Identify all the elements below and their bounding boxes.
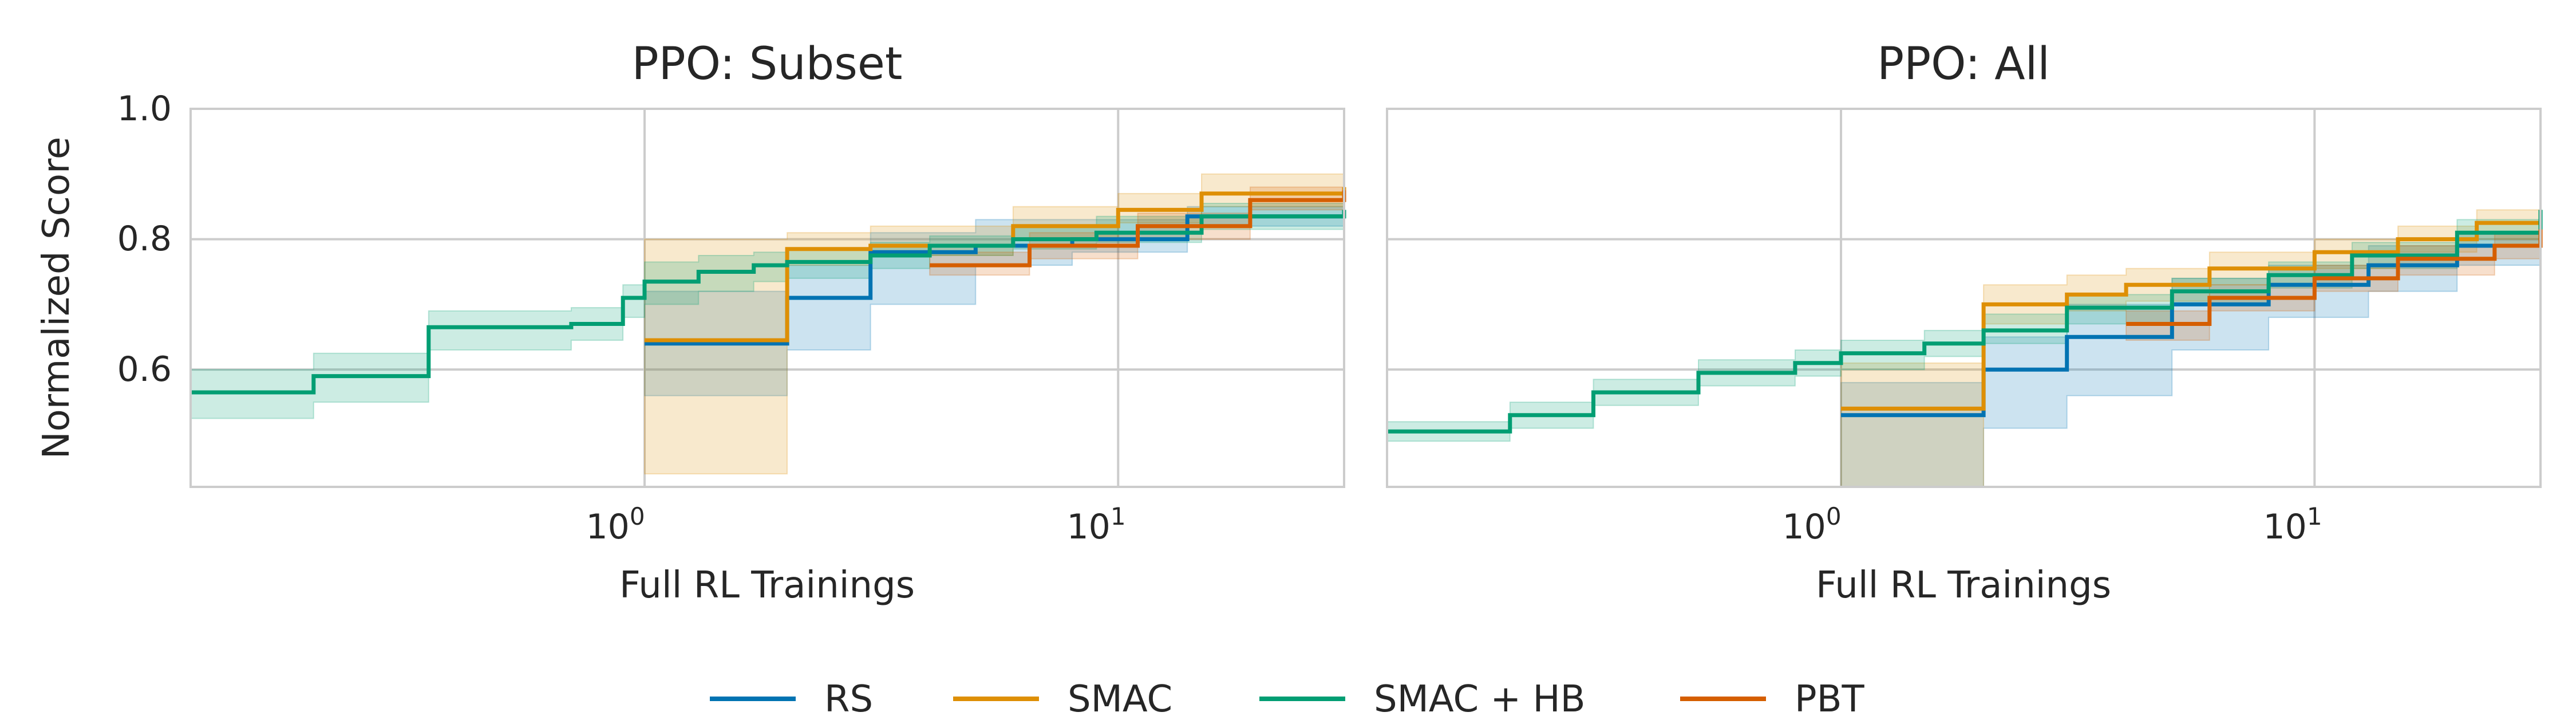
x-tick-10^1-all: 101 <box>2263 502 2322 547</box>
series-line-smac-hb <box>1387 210 2543 434</box>
series-line-pbt <box>930 190 1346 267</box>
series-line-smac-hb <box>191 210 1346 395</box>
grid-all <box>1387 109 2541 487</box>
legend: RS SMAC SMAC + HB PBT <box>710 678 1865 716</box>
x-axis-label-all: Full RL Trainings <box>1816 564 2111 607</box>
plot-frame-all <box>1386 108 2542 488</box>
series-line-smac <box>645 187 1346 343</box>
panel-ppo-all: PPO: All 100 101 Full RL Trainings <box>1386 38 2543 607</box>
x-axis-label-subset: Full RL Trainings <box>619 564 915 607</box>
legend-label-pbt: PBT <box>1795 678 1865 716</box>
y-tick-0.8: 0.8 <box>117 219 172 259</box>
panel-ppo-subset: PPO: Subset 0.6 0.8 1.0 100 101 Full RL … <box>117 38 1346 607</box>
lines-subset <box>191 187 1346 395</box>
panel-title-all: PPO: All <box>1877 38 2050 90</box>
series-line-pbt <box>2126 229 2543 326</box>
x-tick-10^0: 100 <box>586 502 645 547</box>
plot-frame-subset <box>189 108 1345 488</box>
y-tick-1.0: 1.0 <box>117 89 172 129</box>
lines-all <box>1387 210 2543 434</box>
y-axis-label: Normalized Score <box>35 137 78 459</box>
x-tick-10^1: 101 <box>1066 502 1125 547</box>
panel-title-subset: PPO: Subset <box>632 38 903 90</box>
legend-label-rs: RS <box>824 678 873 716</box>
y-tick-0.6: 0.6 <box>117 349 172 390</box>
legend-label-smac: SMAC <box>1068 678 1172 716</box>
x-tick-10^0-all: 100 <box>1782 502 1841 547</box>
legend-label-smac-hb: SMAC + HB <box>1374 678 1586 716</box>
